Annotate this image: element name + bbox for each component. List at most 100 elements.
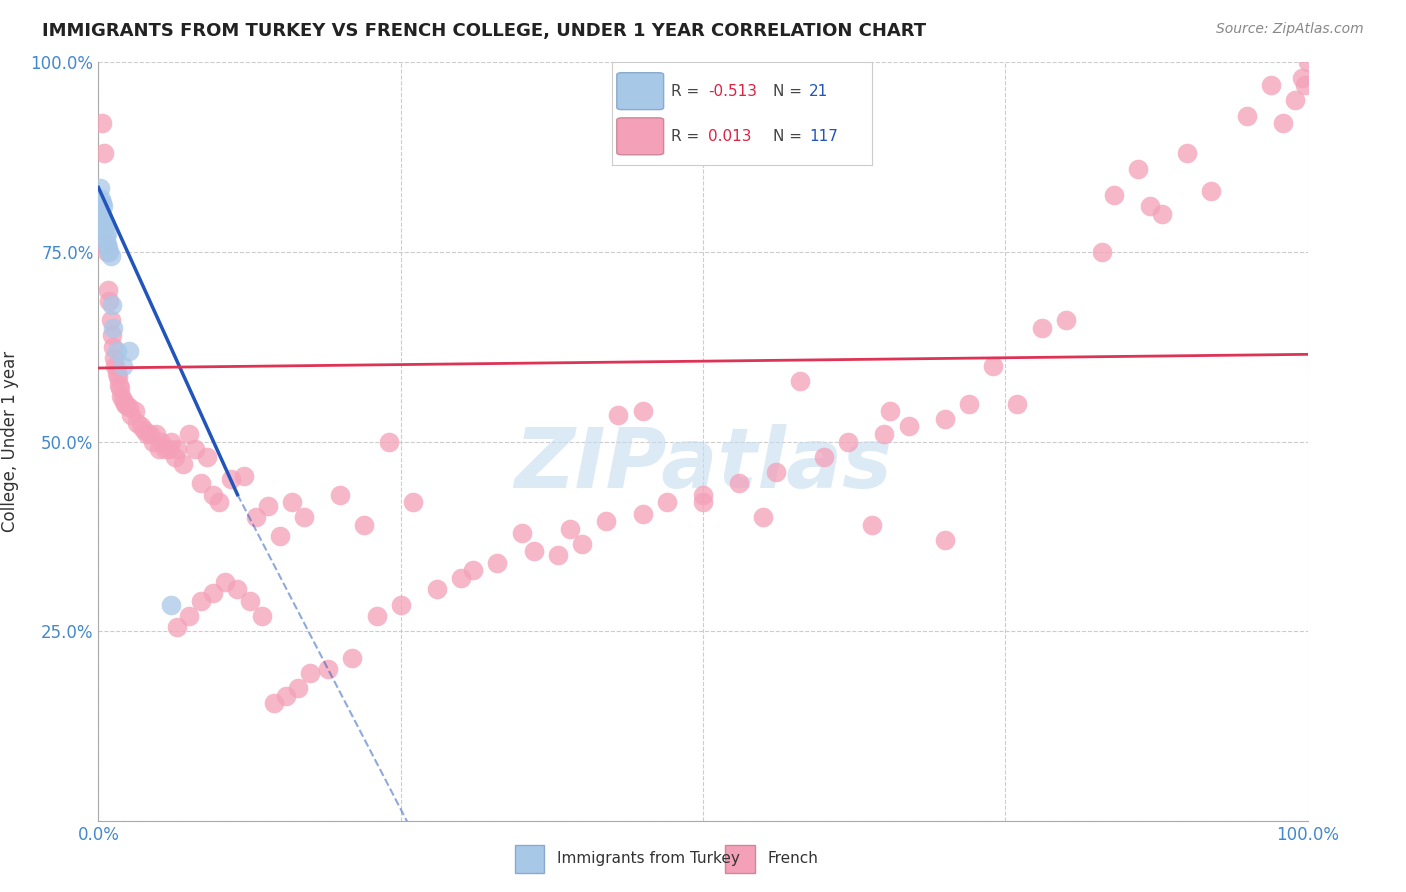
Point (226, 582, 249, 597)
Point (91, 211, 114, 225)
Point (94, 229, 117, 244)
Point (595, 514, 617, 528)
Point (110, 389, 132, 403)
Point (100, 313, 122, 327)
Point (1102, 188, 1125, 202)
Point (108, 377, 131, 392)
Point (108, 382, 131, 396)
Point (91, 199, 114, 213)
Point (292, 510, 315, 524)
Point (134, 423, 156, 437)
Point (934, 533, 956, 548)
Point (145, 427, 167, 442)
Point (166, 442, 188, 457)
Point (239, 594, 262, 608)
Point (148, 442, 170, 457)
Point (163, 450, 186, 464)
Point (1139, 199, 1161, 213)
Point (450, 571, 472, 585)
Point (160, 434, 183, 449)
Point (873, 427, 896, 442)
Point (100, 328, 122, 343)
Point (897, 419, 920, 434)
Point (486, 556, 509, 570)
Point (111, 359, 134, 373)
Point (1236, 108, 1258, 122)
Point (402, 495, 425, 509)
Point (97, 283, 120, 297)
Point (1199, 184, 1222, 198)
Point (135, 427, 157, 442)
Text: IMMIGRANTS FROM TURKEY VS FRENCH COLLEGE, UNDER 1 YEAR CORRELATION CHART: IMMIGRANTS FROM TURKEY VS FRENCH COLLEGE… (42, 22, 927, 40)
Y-axis label: College, Under 1 year: College, Under 1 year (1, 351, 20, 533)
Point (813, 450, 835, 464)
Point (214, 574, 236, 589)
Bar (515, 846, 544, 872)
Text: 21: 21 (810, 84, 828, 99)
Point (631, 507, 654, 521)
Point (157, 442, 180, 457)
Point (523, 544, 546, 558)
Point (179, 427, 201, 442)
Text: French: French (768, 852, 818, 866)
Point (342, 650, 364, 665)
Point (91, 207, 114, 221)
Point (105, 366, 128, 380)
Point (692, 495, 714, 509)
Text: -0.513: -0.513 (707, 84, 756, 99)
Point (103, 351, 125, 366)
Point (179, 608, 201, 623)
Point (232, 468, 254, 483)
Point (274, 689, 297, 703)
Point (510, 525, 533, 540)
Point (195, 450, 218, 464)
Bar (725, 846, 755, 872)
Point (91, 195, 114, 210)
Point (91, 116, 114, 130)
Point (353, 517, 375, 532)
Point (1296, 55, 1319, 70)
Point (692, 487, 714, 501)
Point (160, 598, 183, 612)
Point (426, 582, 449, 597)
Point (245, 510, 267, 524)
Point (96, 244, 118, 259)
Point (93, 222, 115, 236)
Point (107, 370, 129, 384)
Point (153, 442, 176, 457)
Point (184, 442, 207, 457)
Point (208, 495, 231, 509)
Point (1128, 161, 1150, 176)
Point (89, 180, 111, 194)
Point (139, 427, 162, 442)
Point (94, 219, 117, 233)
Point (98, 244, 121, 259)
FancyBboxPatch shape (617, 73, 664, 110)
Point (190, 594, 212, 608)
Point (101, 320, 124, 334)
Point (250, 608, 273, 623)
Point (981, 359, 1004, 373)
Point (860, 517, 883, 532)
Point (1007, 396, 1029, 410)
Point (166, 620, 188, 634)
Point (120, 408, 142, 422)
Point (1291, 70, 1313, 85)
Point (879, 404, 901, 418)
Point (118, 401, 141, 415)
Point (256, 499, 278, 513)
Point (172, 458, 194, 472)
Text: 117: 117 (810, 128, 838, 144)
Text: N =: N = (773, 84, 807, 99)
Point (329, 487, 352, 501)
Point (299, 665, 322, 680)
Point (377, 434, 399, 449)
Point (547, 548, 569, 563)
Point (94, 237, 117, 252)
Point (93, 146, 115, 161)
Point (129, 419, 152, 434)
Point (142, 434, 165, 449)
Point (837, 434, 859, 449)
Point (631, 404, 654, 418)
Point (765, 465, 787, 479)
